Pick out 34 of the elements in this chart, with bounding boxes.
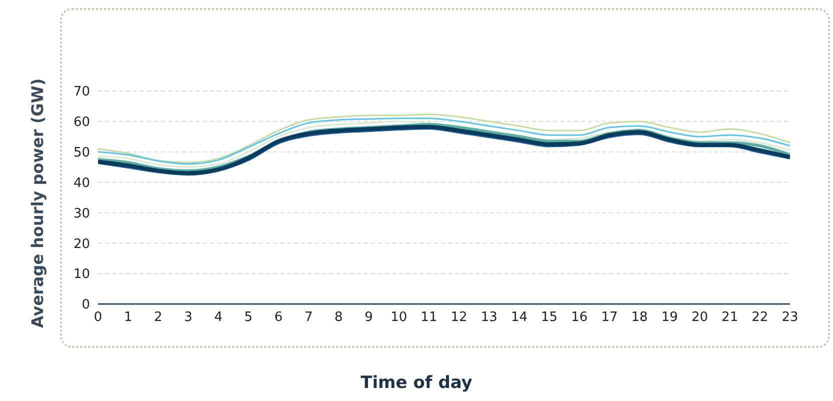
x-tick-label: 13: [480, 310, 498, 326]
x-tick-label: 17: [601, 310, 618, 326]
x-axis-title: Time of day: [360, 373, 474, 393]
x-tick-label: 11: [420, 310, 438, 326]
x-tick-label: 6: [274, 310, 283, 326]
x-tick-label: 18: [631, 310, 648, 326]
x-tick-label: 23: [782, 310, 798, 326]
x-tick-label: 10: [390, 310, 408, 326]
x-tick-label: 19: [661, 310, 678, 326]
x-tick-label: 14: [510, 310, 528, 326]
x-tick-label: 3: [184, 310, 192, 326]
y-tick-label: 0: [82, 298, 90, 313]
x-tick-label: 0: [94, 310, 102, 326]
x-tick-label: 9: [364, 310, 373, 326]
x-tick-label: 4: [214, 310, 222, 326]
y-tick-label: 10: [73, 267, 90, 282]
x-tick-label: 16: [571, 310, 588, 326]
x-tick-label: 7: [304, 310, 313, 326]
x-tick-label: 21: [722, 310, 738, 326]
y-tick-label: 70: [73, 84, 90, 100]
x-tick-label: 5: [244, 310, 253, 326]
y-tick-label: 30: [73, 206, 90, 222]
y-tick-label: 60: [73, 115, 90, 130]
x-tick-label: 20: [691, 310, 708, 326]
x-tick-label: 12: [450, 310, 468, 326]
x-tick-label: 8: [334, 310, 343, 326]
y-tick-label: 40: [73, 176, 90, 191]
x-tick-label: 15: [541, 310, 558, 326]
x-tick-label: 2: [154, 310, 162, 326]
x-tick-label: 1: [124, 310, 132, 326]
y-tick-label: 20: [73, 236, 90, 252]
x-tick-label: 22: [752, 310, 768, 326]
y-axis-title: Average hourly power (GW): [28, 78, 47, 328]
y-tick-label: 50: [73, 145, 90, 160]
